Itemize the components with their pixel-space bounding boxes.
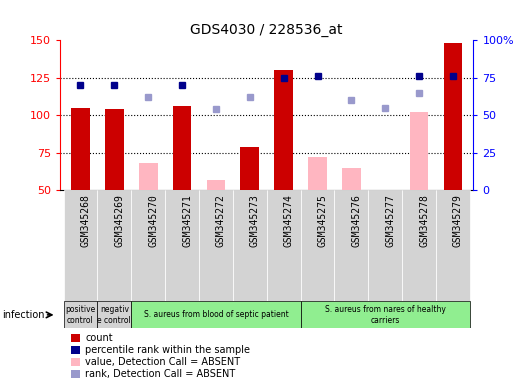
- Bar: [410, 112, 428, 190]
- Bar: [173, 106, 191, 190]
- Bar: [241, 147, 259, 190]
- Text: positive
control: positive control: [65, 305, 96, 324]
- Bar: [71, 108, 90, 190]
- Bar: [207, 180, 225, 190]
- Bar: [165, 190, 199, 301]
- Text: GSM345278: GSM345278: [419, 195, 429, 247]
- Bar: [444, 43, 462, 190]
- Text: GSM345274: GSM345274: [283, 195, 293, 247]
- Bar: [342, 167, 361, 190]
- Text: infection: infection: [3, 310, 45, 320]
- Text: GSM345269: GSM345269: [115, 195, 124, 247]
- Bar: [63, 301, 97, 328]
- Bar: [301, 190, 335, 301]
- Text: GSM345279: GSM345279: [453, 195, 463, 247]
- Bar: [97, 301, 131, 328]
- Bar: [131, 190, 165, 301]
- Text: rank, Detection Call = ABSENT: rank, Detection Call = ABSENT: [85, 369, 235, 379]
- Bar: [139, 163, 157, 190]
- Text: negativ
e control: negativ e control: [97, 305, 131, 324]
- Title: GDS4030 / 228536_at: GDS4030 / 228536_at: [190, 23, 343, 36]
- Text: GSM345276: GSM345276: [351, 195, 361, 247]
- Text: GSM345273: GSM345273: [250, 195, 260, 247]
- Bar: [105, 109, 123, 190]
- Bar: [436, 190, 470, 301]
- Text: percentile rank within the sample: percentile rank within the sample: [85, 345, 250, 355]
- Text: value, Detection Call = ABSENT: value, Detection Call = ABSENT: [85, 357, 241, 367]
- Bar: [335, 190, 368, 301]
- Text: GSM345270: GSM345270: [148, 195, 158, 247]
- Bar: [368, 190, 402, 301]
- Text: GSM345271: GSM345271: [182, 195, 192, 247]
- Text: GSM345268: GSM345268: [81, 195, 90, 247]
- Text: S. aureus from nares of healthy
carriers: S. aureus from nares of healthy carriers: [325, 305, 446, 324]
- Bar: [63, 190, 97, 301]
- Bar: [97, 190, 131, 301]
- Text: GSM345277: GSM345277: [385, 195, 395, 247]
- Bar: [131, 301, 301, 328]
- Bar: [301, 301, 470, 328]
- Bar: [199, 190, 233, 301]
- Bar: [308, 157, 327, 190]
- Bar: [233, 190, 267, 301]
- Bar: [275, 70, 293, 190]
- Bar: [402, 190, 436, 301]
- Bar: [267, 190, 301, 301]
- Text: GSM345272: GSM345272: [216, 195, 226, 247]
- Text: count: count: [85, 333, 113, 343]
- Text: GSM345275: GSM345275: [317, 195, 327, 247]
- Text: S. aureus from blood of septic patient: S. aureus from blood of septic patient: [143, 310, 288, 319]
